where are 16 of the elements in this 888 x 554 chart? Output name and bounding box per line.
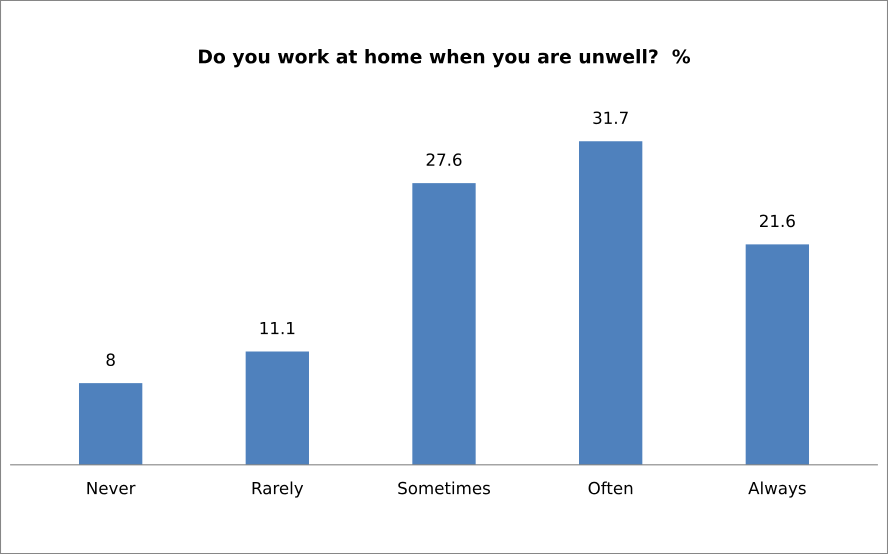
bar (246, 352, 309, 465)
x-tick-label: Never (87, 482, 136, 494)
x-tick-label: Often (588, 481, 632, 494)
bar (78, 383, 142, 465)
x-tick-label: Sometimes (398, 481, 490, 494)
data-label: 31.7 (593, 112, 628, 124)
bar (579, 141, 642, 465)
chart-title: Do you work at home when you are unwell? % (199, 49, 690, 68)
x-tick-label: Rarely (252, 481, 304, 498)
data-label: 27.6 (426, 153, 462, 166)
bar (746, 244, 810, 465)
data-label: 8 (106, 353, 115, 366)
data-label: 21.6 (760, 214, 795, 228)
data-label: 11.1 (260, 322, 294, 334)
x-tick-label: Always (748, 481, 806, 498)
bar (412, 183, 476, 465)
